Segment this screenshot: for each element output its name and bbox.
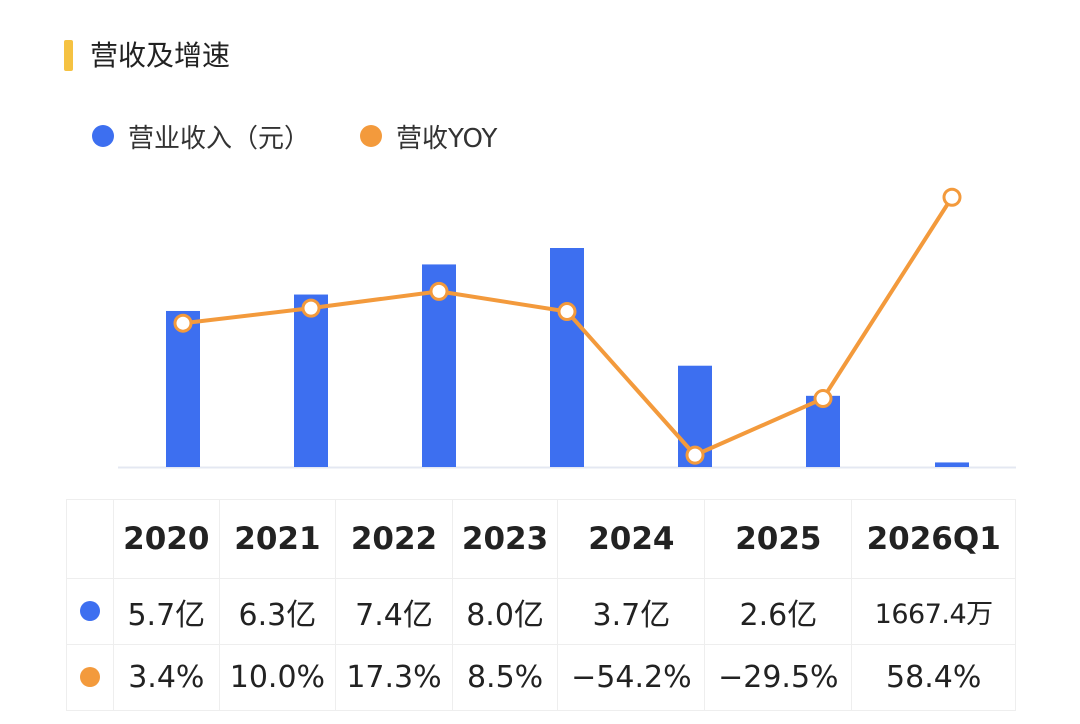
legend-item-revenue[interactable]: 营业收入（元） xyxy=(92,118,310,155)
yoy-legend-dot-icon xyxy=(360,125,383,147)
yoy-point xyxy=(429,281,449,301)
yoy-dot-icon xyxy=(80,667,100,687)
title-accent-bar xyxy=(64,40,73,71)
table-cell: −29.5% xyxy=(704,644,853,711)
table-header-cell: 2022 xyxy=(335,499,453,579)
table-header-cell: 2023 xyxy=(451,499,559,579)
yoy-point xyxy=(942,187,962,207)
legend-revenue-label: 营业收入（元） xyxy=(128,123,311,154)
legend-yoy-label: 营收YOY xyxy=(396,123,498,154)
combo-chart xyxy=(118,187,1016,469)
table-cell: 8.0亿 xyxy=(451,578,559,645)
yoy-point xyxy=(813,389,833,409)
legend: 营业收入（元） 营收YOY xyxy=(92,116,547,156)
table-cell: 3.7亿 xyxy=(557,578,706,645)
table-cell: 5.7亿 xyxy=(113,578,220,645)
chart-title: 营收及增速 xyxy=(90,39,231,72)
data-table: 2020 2021 2022 2023 2024 2025 2026Q1 5.7… xyxy=(66,499,1016,711)
table-cell: 2.6亿 xyxy=(704,578,853,645)
yoy-point xyxy=(685,445,705,465)
table-header-cell: 2024 xyxy=(557,499,706,579)
table-cell: 58.4% xyxy=(851,644,1016,711)
table-row-yoy: 3.4% 10.0% 17.3% 8.5% −54.2% −29.5% 58.4… xyxy=(66,644,1016,711)
revenue-bar xyxy=(294,294,328,467)
table-row-revenue: 5.7亿 6.3亿 7.4亿 8.0亿 3.7亿 2.6亿 1667.4万 xyxy=(66,578,1016,645)
table-cell: 1667.4万 xyxy=(851,578,1016,645)
table-cell: 10.0% xyxy=(218,644,337,711)
table-header-row: 2020 2021 2022 2023 2024 2025 2026Q1 xyxy=(66,499,1016,579)
revenue-bar xyxy=(935,462,969,467)
yoy-point xyxy=(557,302,577,322)
revenue-bar xyxy=(550,248,584,467)
revenue-dot-icon xyxy=(80,601,100,621)
yoy-point xyxy=(173,313,193,333)
yoy-row-marker xyxy=(66,644,114,711)
table-cell: 8.5% xyxy=(451,644,559,711)
table-header-cell: 2021 xyxy=(218,499,337,579)
table-cell: −54.2% xyxy=(557,644,706,711)
table-header-cell: 2025 xyxy=(704,499,853,579)
revenue-row-marker xyxy=(66,578,114,645)
revenue-bar xyxy=(166,310,200,467)
table-cell: 6.3亿 xyxy=(218,578,337,645)
table-header-cell: 2026Q1 xyxy=(851,499,1016,579)
revenue-legend-dot-icon xyxy=(92,125,114,147)
table-cell: 7.4亿 xyxy=(335,578,453,645)
table-header-cell: 2020 xyxy=(113,499,220,579)
table-cell: 17.3% xyxy=(335,644,453,711)
table-cell: 3.4% xyxy=(113,644,220,711)
table-corner-cell xyxy=(66,499,114,579)
legend-item-yoy[interactable]: 营收YOY xyxy=(360,118,497,155)
yoy-point xyxy=(301,298,321,318)
